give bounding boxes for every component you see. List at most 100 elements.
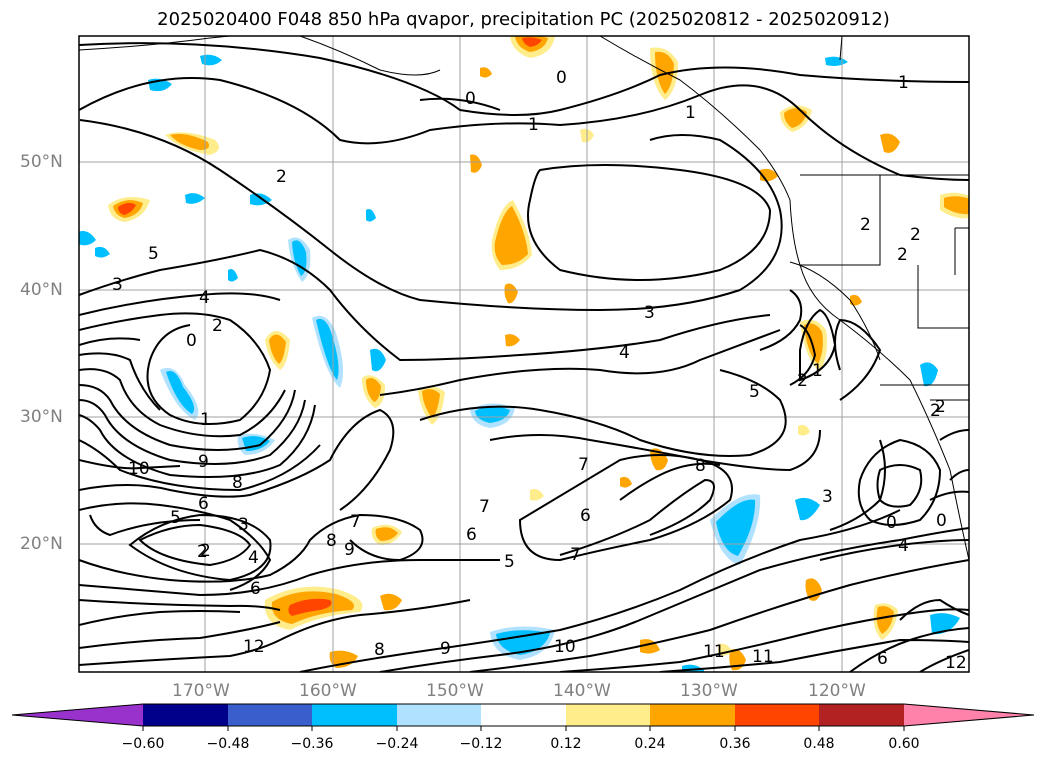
contour-label: 10 (554, 637, 576, 657)
colorbar-tick-label: −0.60 (121, 736, 165, 752)
longitude-label: 130°W (680, 681, 738, 701)
contour-label: 8 (695, 456, 706, 476)
positive-anomaly-blob (108, 196, 150, 222)
contour-label: 6 (466, 525, 477, 545)
colorbar-segment (819, 704, 904, 726)
contour-label: 6 (250, 579, 261, 599)
contour-label: 4 (619, 343, 630, 363)
latitude-label: 30°N (20, 407, 63, 427)
contour-label: 6 (580, 506, 591, 526)
negative-anomaly-blob (288, 237, 311, 282)
colorbar-segment (143, 704, 228, 726)
latitude-label: 20°N (20, 534, 63, 554)
contour-label: 9 (198, 452, 209, 472)
colorbar-segment (397, 704, 481, 726)
contour-label: 7 (350, 512, 361, 532)
contour-label: 4 (898, 536, 909, 556)
colorbar-tick-label: 0.24 (634, 736, 666, 752)
contour-label: 4 (199, 288, 210, 308)
positive-anomaly-blob (940, 192, 969, 219)
positive-anomaly-blob (371, 524, 402, 545)
contour-label: 8 (232, 473, 243, 493)
contour-label: 0 (465, 89, 476, 109)
longitude-label: 160°W (299, 681, 357, 701)
contour-label: 0 (886, 513, 897, 533)
map-frame (78, 35, 970, 673)
contour-label: 12 (945, 653, 967, 673)
latitude-label: 40°N (20, 280, 63, 300)
contour-label-layer: 1 0 1 2 0 1 2 3 4 5 3 4 2 0 1 2 3 4 5 6 … (112, 68, 967, 673)
contour-label: 2 (930, 401, 941, 421)
contour-label: 3 (644, 303, 655, 323)
contour-label: 9 (344, 540, 355, 560)
contour-label: 3 (112, 275, 123, 295)
contour-label: 1 (200, 410, 211, 430)
contour-label: 2 (212, 316, 223, 336)
colorbar-tick-label: −0.48 (206, 736, 250, 752)
colorbar-segment (650, 704, 735, 726)
negative-anomaly-blob (79, 54, 960, 672)
contour-label: 11 (703, 642, 725, 662)
positive-anomaly-blob (491, 200, 532, 270)
latitude-label: 50°N (20, 152, 63, 172)
contour-label: 6 (198, 494, 209, 514)
colorbar-tick-label: 0.60 (888, 736, 920, 752)
positive-anomaly-blob (780, 105, 812, 132)
contour-label: 1 (528, 115, 539, 135)
contour-label: 4 (248, 548, 259, 568)
negative-anomaly-blob (710, 494, 761, 565)
map-title: 2025020400 F048 850 hPa qvapor, precipit… (157, 9, 890, 30)
contour-label: 2 (910, 225, 921, 245)
negative-anomaly-blob (470, 403, 515, 428)
longitude-label: 170°W (172, 681, 230, 701)
contour-label: 8 (374, 640, 385, 660)
contour-label: 7 (570, 545, 581, 565)
contour-label: 2 (197, 542, 208, 562)
contour-label: 5 (170, 508, 181, 528)
colorbar-segment (12, 704, 143, 726)
colorbar-segment (735, 704, 819, 726)
contour-label: 5 (504, 552, 515, 572)
colorbar-segment (228, 704, 312, 726)
longitude-label: 150°W (426, 681, 484, 701)
contour-label: 2 (860, 215, 871, 235)
contour-label: 8 (326, 531, 337, 551)
positive-anomaly-blob (362, 375, 385, 408)
colorbar-segment (481, 704, 566, 726)
positive-anomaly-blob (265, 331, 290, 370)
negative-anomaly-blob (312, 315, 344, 388)
colorbar-segment (904, 704, 1034, 726)
contour-label: 1 (812, 361, 823, 381)
contour-label: 5 (749, 382, 760, 402)
contour-label: 2 (897, 245, 908, 265)
coastline (79, 36, 969, 561)
contour-label: 9 (440, 639, 451, 659)
positive-anomaly-blob (873, 603, 898, 640)
longitude-label: 140°W (553, 681, 611, 701)
contour-label: 0 (186, 331, 197, 351)
colorbar-tick-label: 0.36 (719, 736, 751, 752)
longitude-label: 120°W (808, 681, 866, 701)
contour-lines (79, 42, 969, 672)
positive-anomaly-blob (264, 586, 363, 630)
colorbar-tick-label: −0.36 (290, 736, 334, 752)
contour-label: 6 (877, 649, 888, 669)
colorbar-segment (566, 704, 650, 726)
contour-label: 7 (578, 455, 589, 475)
colorbar-tick-label: −0.12 (459, 736, 503, 752)
contour-label: 12 (243, 637, 265, 657)
contour-label: 2 (200, 541, 211, 561)
contour-label: 7 (479, 497, 490, 517)
colorbar-tick-label: −0.24 (375, 736, 419, 752)
contour-label: 3 (822, 487, 833, 507)
contour-label: 2 (797, 371, 808, 391)
negative-anomaly-blob (160, 367, 199, 420)
precip-shading (79, 36, 969, 672)
colorbar-tick-label: 0.48 (803, 736, 835, 752)
contour-label: 5 (148, 244, 159, 264)
contour-label: 2 (935, 397, 946, 417)
contour-label: 11 (752, 647, 774, 667)
contour-label: 10 (128, 459, 150, 479)
colorbar-segment (312, 704, 397, 726)
